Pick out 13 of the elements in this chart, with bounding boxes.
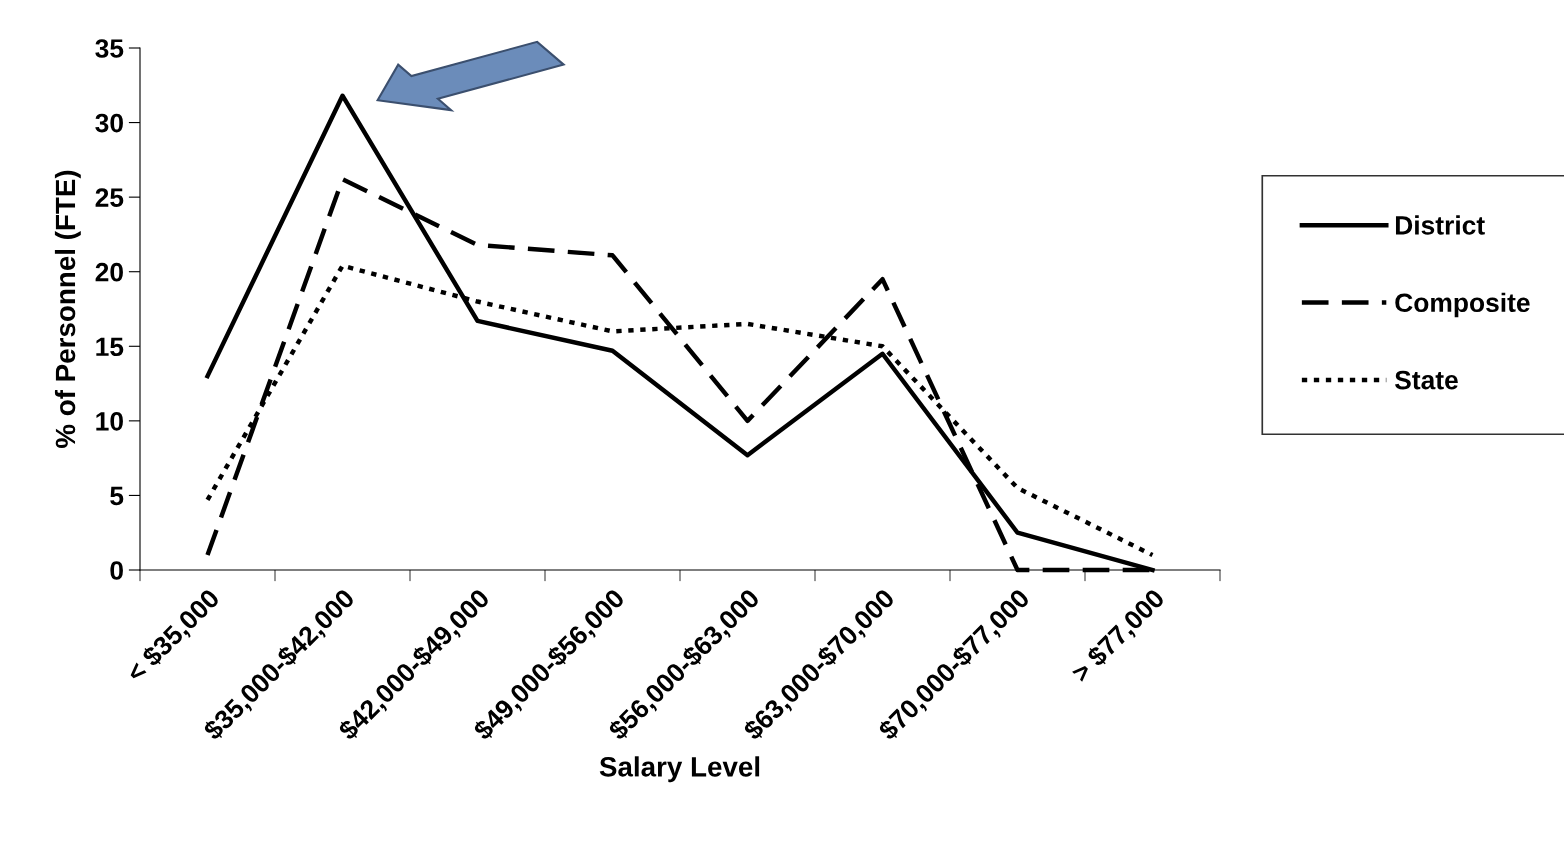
y-tick-label: 5 [110, 486, 124, 506]
y-tick-label: 25 [95, 188, 124, 207]
y-tick-label: 15 [96, 337, 124, 357]
y-tick-label: 10 [96, 411, 123, 431]
legend-label: District [1395, 215, 1485, 235]
y-tick-label: 35 [95, 39, 124, 58]
y-axis-title: % of Personnel (FTE) [54, 170, 81, 448]
y-tick-label: 0 [110, 561, 123, 580]
y-tick-label: 30 [95, 113, 123, 133]
legend-label: Composite [1395, 292, 1530, 318]
legend-label: State [1394, 370, 1458, 390]
y-tick-label: 20 [95, 262, 123, 282]
x-axis-title: Salary Level [599, 756, 760, 783]
